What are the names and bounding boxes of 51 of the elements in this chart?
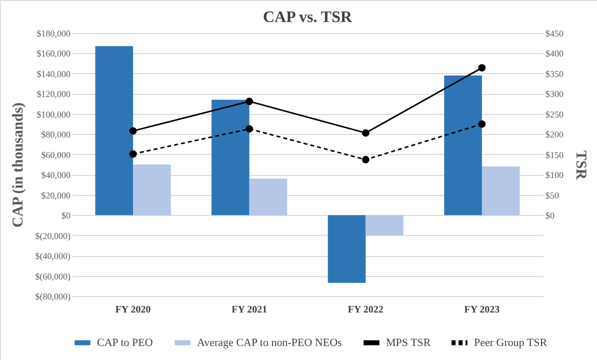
y2-tick-label: $0: [546, 210, 555, 221]
y-tick-label: $(60,000): [35, 271, 70, 282]
y-tick-label: $(20,000): [35, 230, 70, 241]
bar: [482, 166, 520, 216]
y2-tick-label: $250: [546, 109, 564, 120]
y-tick-label: $20,000: [41, 190, 71, 200]
y2-tick-label: $450: [546, 28, 564, 38]
y-tick-label: $0: [62, 210, 71, 221]
y-tick-label: $80,000: [41, 130, 71, 140]
y-tick-label: $120,000: [36, 89, 71, 100]
y2-tick-label: $350: [546, 68, 564, 79]
bar: [133, 164, 171, 216]
y-tick-label: $180,000: [36, 28, 71, 38]
legend-label: Peer Group TSR: [474, 336, 548, 349]
point: [129, 150, 137, 158]
bar: [95, 46, 134, 216]
x-tick-label: FY 2023: [464, 304, 500, 316]
y2-tick-label: $400: [546, 48, 564, 59]
bar: [249, 178, 288, 216]
y2-axis-title: TSR: [572, 150, 588, 180]
point: [129, 127, 137, 135]
x-tick-label: FY 2020: [115, 304, 151, 316]
y-tick-label: $(40,000): [35, 251, 70, 262]
y-tick-label: $160,000: [36, 48, 71, 59]
legend-label: MPS TSR: [386, 336, 432, 349]
bar: [444, 75, 482, 216]
point: [362, 129, 370, 137]
bar: [328, 215, 366, 283]
chart-title: CAP vs. TSR: [262, 9, 352, 26]
bar: [366, 215, 404, 236]
y2-tick-label: $200: [546, 130, 564, 140]
y-tick-label: $100,000: [36, 109, 71, 120]
x-tick-label: FY 2021: [232, 304, 268, 316]
point: [246, 98, 254, 106]
point: [246, 125, 254, 133]
point: [362, 156, 370, 164]
y-tick-label: $(80,000): [35, 292, 70, 302]
y-tick-label: $40,000: [41, 170, 71, 180]
y2-tick-label: $100: [546, 170, 564, 180]
y-tick-label: $60,000: [41, 150, 71, 160]
y-tick-label: $140,000: [36, 68, 71, 79]
x-tick-label: FY 2022: [348, 304, 384, 316]
y2-tick-label: $50: [546, 190, 560, 200]
bar: [212, 100, 250, 216]
y2-tick-label: $150: [546, 150, 564, 160]
point: [478, 64, 486, 72]
point: [478, 120, 486, 128]
y2-tick-label: $300: [546, 89, 564, 100]
legend-label: Average CAP to non-PEO NEOs: [197, 336, 342, 349]
legend-label: CAP to PEO: [97, 336, 153, 349]
y-axis-title: CAP (in thousands): [10, 102, 26, 228]
